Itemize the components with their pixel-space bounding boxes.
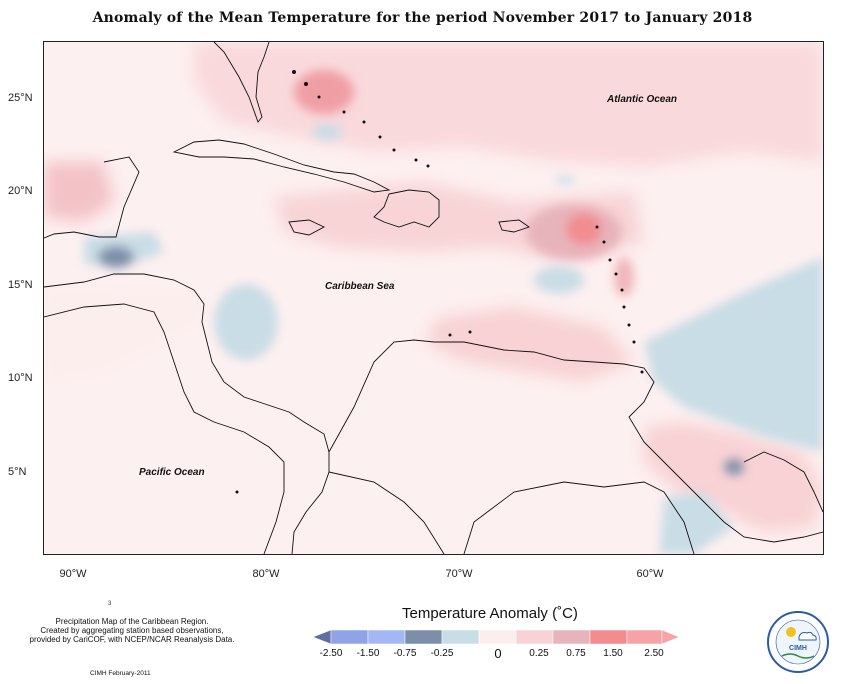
- color-legend-bar: [313, 629, 680, 645]
- x-tick-label: 60°W: [636, 568, 664, 580]
- legend-swatch: [441, 629, 480, 645]
- y-tick-label: 20°N: [8, 185, 33, 197]
- legend-swatch: [313, 629, 332, 645]
- legend-swatch: [626, 629, 663, 645]
- legend-swatch: [515, 629, 554, 645]
- footnote-line: Precipitation Map of the Caribbean Regio…: [55, 617, 209, 626]
- legend-title: Temperature Anomaly (˚C): [402, 605, 578, 622]
- legend-tick-label: 0.75: [566, 648, 586, 659]
- legend-swatch: [330, 629, 369, 645]
- atlantic-ocean-label: Atlantic Ocean: [607, 94, 678, 105]
- legend-tick-label: 1.50: [603, 648, 623, 659]
- legend-swatch: [552, 629, 591, 645]
- x-tick-label: 70°W: [445, 568, 473, 580]
- wave-icon: [781, 653, 815, 659]
- map-title: Anomaly of the Mean Temperature for the …: [92, 10, 753, 26]
- logo-text: CIMH: [789, 645, 807, 652]
- caribbean-sea-label: Caribbean Sea: [325, 281, 395, 292]
- legend-swatch: [589, 629, 628, 645]
- positive-anomaly-cores: [294, 70, 634, 297]
- legend-tick-label: -0.25: [430, 648, 454, 659]
- legend-tick-label: 2.50: [644, 648, 664, 659]
- x-tick-label: 90°W: [59, 568, 87, 580]
- legend-tick-label: -1.50: [356, 648, 380, 659]
- legend-swatch: [661, 629, 680, 645]
- legend-tick-label: -2.50: [319, 648, 343, 659]
- cimh-logo: CIMH: [767, 611, 829, 673]
- pacific-ocean-label: Pacific Ocean: [139, 467, 205, 478]
- map-area: [43, 41, 824, 555]
- y-tick-label: 15°N: [8, 279, 33, 291]
- anomaly-map: [44, 42, 823, 554]
- map-credit: CIMH February-2011: [90, 670, 151, 677]
- y-tick-label: 10°N: [8, 372, 33, 384]
- footnote-line: Created by aggregating station based obs…: [40, 626, 224, 635]
- legend-swatch: [404, 629, 443, 645]
- sun-icon: [786, 627, 796, 637]
- legend-swatch: [478, 629, 517, 645]
- y-tick-label: 5°N: [8, 466, 27, 478]
- legend-swatch: [367, 629, 406, 645]
- cloud-icon: [798, 631, 817, 641]
- island-markers: [235, 70, 644, 494]
- y-tick-label: 25°N: [8, 92, 33, 104]
- stray-mark: 3: [108, 601, 112, 607]
- x-tick-label: 80°W: [252, 568, 280, 580]
- map-footnote: Precipitation Map of the Caribbean Regio…: [12, 617, 252, 644]
- legend-tick-label: 0.25: [529, 648, 549, 659]
- anomaly-shading: [44, 42, 823, 532]
- footnote-line: provided by CariCOF, with NCEP/NCAR Rean…: [29, 635, 235, 644]
- negative-anomaly-shading: [84, 124, 823, 554]
- legend-tick-label: -0.75: [393, 648, 417, 659]
- coastlines: [44, 42, 823, 554]
- legend-tick-label: 0: [494, 646, 502, 661]
